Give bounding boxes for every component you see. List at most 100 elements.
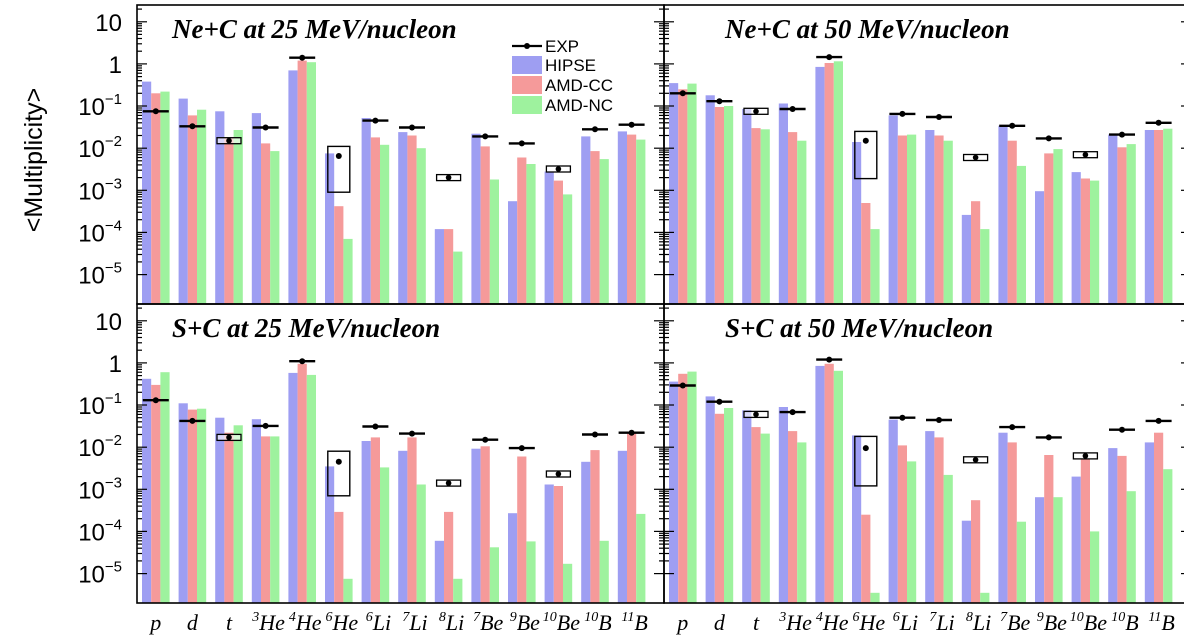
x-tick-label: 10Be bbox=[1070, 610, 1107, 635]
exp-point-6Li bbox=[889, 414, 916, 421]
bar-hipse-11B bbox=[617, 131, 627, 304]
legend-item-amd-cc: AMD-CC bbox=[512, 76, 613, 95]
bar-amd-nc-10Be bbox=[563, 563, 573, 603]
exp-point-d bbox=[706, 398, 733, 405]
bar-hipse-t bbox=[742, 109, 752, 304]
exp-point-t bbox=[216, 433, 242, 442]
legend-item-exp: EXP bbox=[512, 37, 579, 56]
bar-amd-nc-10B bbox=[1126, 491, 1136, 603]
bar-amd-cc-11B bbox=[1154, 432, 1164, 603]
x-tick-label: 7Li bbox=[402, 610, 427, 635]
exp-point-4He bbox=[816, 54, 843, 61]
x-tick-label: 7Li bbox=[929, 610, 954, 635]
bar-amd-nc-8Li bbox=[980, 592, 990, 603]
bar-amd-nc-8Li bbox=[980, 229, 990, 304]
bar-amd-nc-p bbox=[687, 371, 697, 603]
exp-point-11B bbox=[618, 121, 645, 128]
panel-3: S+C at 25 MeV/nucleon 10 1 10−1 10−2 10−3 10−4… bbox=[78, 303, 665, 604]
panel-4: S+C at 50 MeV/nucleon bbox=[663, 303, 1184, 604]
bar-amd-nc-3He bbox=[270, 436, 280, 603]
bar-amd-nc-p bbox=[160, 372, 170, 603]
bar-hipse-7Li bbox=[925, 431, 935, 603]
bar-amd-nc-11B bbox=[1163, 128, 1173, 304]
exp-point-t bbox=[743, 410, 769, 419]
bar-amd-cc-7Be bbox=[480, 446, 490, 603]
y-tick-label: 10−1 bbox=[78, 91, 122, 121]
bar-amd-nc-6Li bbox=[907, 461, 917, 603]
bar-amd-cc-7Li bbox=[407, 437, 417, 603]
x-tick-label: 11B bbox=[1148, 610, 1174, 635]
bar-hipse-6Li bbox=[888, 419, 898, 603]
exp-point-10B bbox=[1109, 131, 1135, 138]
exp-point-7Be bbox=[472, 436, 499, 443]
bar-amd-cc-p bbox=[678, 89, 688, 304]
bar-hipse-d bbox=[705, 396, 715, 603]
exp-point-3He bbox=[252, 124, 279, 131]
bar-amd-cc-6Li bbox=[370, 137, 380, 304]
bar-amd-nc-d bbox=[197, 408, 207, 603]
bar-hipse-7Be bbox=[471, 448, 481, 603]
bar-hipse-6He bbox=[852, 142, 862, 304]
bar-amd-cc-9Be bbox=[517, 456, 527, 603]
bar-amd-nc-3He bbox=[797, 442, 807, 603]
bar-amd-cc-7Be bbox=[480, 146, 490, 304]
bar-hipse-8Li bbox=[434, 229, 444, 304]
bar-amd-cc-t bbox=[224, 432, 234, 603]
x-tick-label: 4He bbox=[816, 610, 849, 635]
bar-hipse-4He bbox=[288, 372, 298, 603]
bar-hipse-t bbox=[742, 410, 752, 603]
x-tick-label: d bbox=[714, 610, 726, 635]
exp-point-9Be bbox=[1035, 434, 1062, 441]
bar-hipse-4He bbox=[288, 70, 298, 305]
exp-point-4He bbox=[289, 358, 316, 365]
bar-hipse-6Li bbox=[361, 441, 371, 603]
bar-hipse-7Li bbox=[925, 130, 935, 304]
bar-hipse-10Be bbox=[544, 171, 554, 304]
bar-amd-cc-7Li bbox=[407, 135, 417, 304]
bar-hipse-p bbox=[142, 378, 152, 603]
bar-hipse-8Li bbox=[961, 214, 971, 304]
exp-point-7Li bbox=[399, 124, 425, 131]
bar-hipse-d bbox=[705, 95, 715, 304]
bar-amd-cc-4He bbox=[297, 363, 307, 603]
x-tick-label: 7Be bbox=[473, 610, 503, 635]
x-tick-label: 10B bbox=[584, 610, 611, 635]
exp-point-8Li bbox=[435, 479, 462, 487]
y-tick-label: 10−2 bbox=[78, 432, 122, 462]
bar-amd-cc-10Be bbox=[1080, 178, 1090, 304]
bar-amd-nc-11B bbox=[636, 139, 646, 304]
y-axis-title: <Multiplicity> bbox=[20, 88, 48, 233]
exp-point-6Li bbox=[889, 110, 916, 117]
exp-point-t bbox=[743, 107, 769, 115]
exp-point-6Li bbox=[362, 423, 389, 430]
bar-amd-nc-10Be bbox=[563, 194, 573, 304]
svg-text:HIPSE: HIPSE bbox=[545, 56, 596, 75]
exp-point-9Be bbox=[508, 445, 535, 452]
bar-hipse-7Li bbox=[398, 450, 408, 603]
exp-point-d bbox=[179, 417, 206, 424]
bar-amd-nc-3He bbox=[270, 151, 280, 304]
y-tick-label: 1 bbox=[109, 351, 122, 378]
legend-item-amd-nc: AMD-NC bbox=[512, 96, 613, 115]
bar-hipse-3He bbox=[251, 113, 261, 304]
bar-amd-nc-7Li bbox=[416, 148, 426, 304]
bar-amd-cc-9Be bbox=[517, 157, 527, 304]
x-tick-label: d bbox=[187, 610, 199, 635]
bar-amd-cc-t bbox=[751, 427, 761, 603]
bar-amd-nc-d bbox=[724, 106, 734, 304]
bar-amd-cc-10Be bbox=[553, 486, 563, 603]
bar-hipse-3He bbox=[251, 419, 261, 603]
bar-amd-nc-7Be bbox=[489, 547, 499, 603]
bar-hipse-9Be bbox=[508, 201, 518, 304]
bar-hipse-11B bbox=[1144, 130, 1154, 304]
panel-2: Ne+C at 50 MeV/nucleon bbox=[663, 4, 1184, 305]
bar-hipse-3He bbox=[778, 103, 788, 304]
panel-frame bbox=[663, 303, 1184, 604]
exp-point-10Be bbox=[1072, 151, 1099, 159]
bar-amd-nc-7Be bbox=[489, 179, 499, 304]
bar-amd-nc-9Be bbox=[526, 541, 536, 603]
bar-amd-cc-7Li bbox=[934, 135, 944, 304]
bar-amd-cc-10Be bbox=[1080, 459, 1090, 603]
bar-amd-cc-9Be bbox=[1044, 455, 1054, 603]
bar-amd-cc-3He bbox=[788, 132, 798, 304]
